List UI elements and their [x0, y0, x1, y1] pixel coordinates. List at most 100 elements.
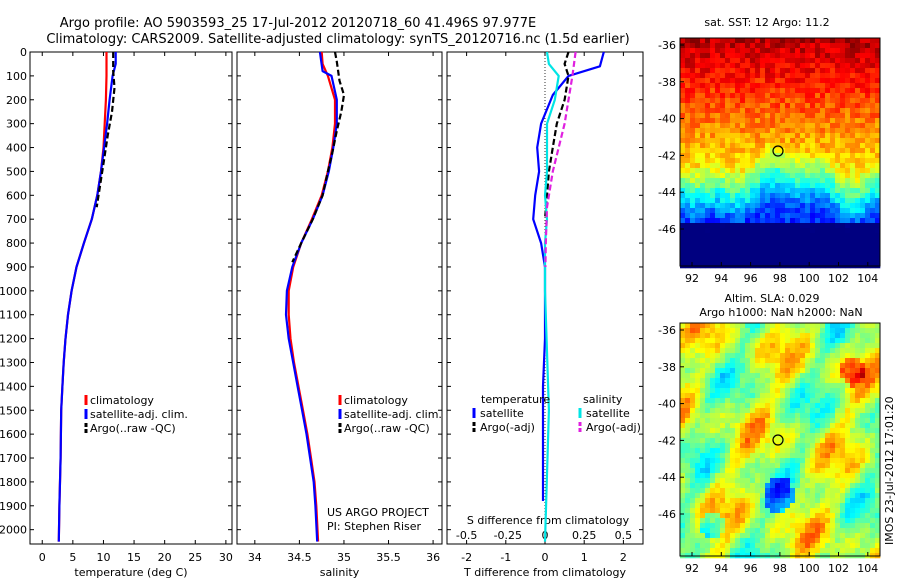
map-cell — [775, 258, 781, 264]
map-cell — [795, 403, 801, 409]
map-cell — [760, 238, 766, 244]
map-cell — [755, 183, 761, 189]
map-cell — [875, 463, 881, 469]
map-cell — [790, 118, 796, 124]
map-cell — [700, 178, 706, 184]
map-cell — [685, 348, 691, 354]
map-cell — [815, 458, 821, 464]
map-cell — [775, 463, 781, 469]
map-cell — [760, 48, 766, 54]
map-cell — [765, 528, 771, 534]
map-cell — [700, 513, 706, 519]
map-cell — [825, 213, 831, 219]
map-cell — [685, 388, 691, 394]
map-cell — [710, 223, 716, 229]
map-cell — [855, 133, 861, 139]
map-cell — [850, 433, 856, 439]
map-cell — [775, 518, 781, 524]
map-cell — [815, 468, 821, 474]
map-cell — [800, 383, 806, 389]
map-cell — [870, 188, 876, 194]
map-cell — [785, 333, 791, 339]
map-cell — [790, 43, 796, 49]
map-cell — [725, 153, 731, 159]
depth-tick-label: 1100 — [0, 309, 27, 322]
map-cell — [855, 358, 861, 364]
map-cell — [835, 538, 841, 544]
map-cell — [820, 548, 826, 554]
map-cell — [735, 123, 741, 129]
map-cell — [820, 88, 826, 94]
map-cell — [855, 203, 861, 209]
map-cell — [755, 418, 761, 424]
map-cell — [705, 48, 711, 54]
map-cell — [725, 488, 731, 494]
map-cell — [730, 153, 736, 159]
map-cell — [805, 448, 811, 454]
map-cell — [810, 123, 816, 129]
map-cell — [720, 413, 726, 419]
map-cell — [705, 253, 711, 259]
map-cell — [795, 118, 801, 124]
map-cell — [680, 158, 686, 164]
map-cell — [865, 93, 871, 99]
map-cell — [715, 208, 721, 214]
map-cell — [780, 168, 786, 174]
map-cell — [830, 53, 836, 59]
map-cell — [780, 378, 786, 384]
map-cell — [720, 358, 726, 364]
map-cell — [865, 333, 871, 339]
map-cell — [795, 238, 801, 244]
map-cell — [810, 83, 816, 89]
map-cell — [685, 188, 691, 194]
map-cell — [745, 93, 751, 99]
map-cell — [720, 383, 726, 389]
map-cell — [710, 238, 716, 244]
map-cell — [705, 158, 711, 164]
map-cell — [690, 358, 696, 364]
map-cell — [785, 443, 791, 449]
map-cell — [795, 178, 801, 184]
map-cell — [810, 323, 816, 329]
series-line — [544, 51, 577, 268]
map-cell — [815, 113, 821, 119]
map-cell — [745, 168, 751, 174]
map-cell — [870, 248, 876, 254]
map-cell — [725, 418, 731, 424]
map-cell — [750, 533, 756, 539]
map-cell — [685, 338, 691, 344]
map-cell — [735, 488, 741, 494]
map-cell — [830, 393, 836, 399]
map-cell — [795, 463, 801, 469]
map-cell — [730, 168, 736, 174]
map-cell — [790, 63, 796, 69]
map-cell — [790, 253, 796, 259]
map-cell — [745, 178, 751, 184]
map-cell — [795, 438, 801, 444]
map-cell — [820, 348, 826, 354]
map-cell — [755, 43, 761, 49]
map-cell — [785, 158, 791, 164]
map-cell — [800, 478, 806, 484]
map-cell — [825, 168, 831, 174]
map-cell — [725, 118, 731, 124]
map-cell — [700, 383, 706, 389]
map-cell — [765, 488, 771, 494]
map-cell — [700, 93, 706, 99]
map-cell — [695, 353, 701, 359]
map-cell — [870, 148, 876, 154]
map-cell — [745, 188, 751, 194]
map-cell — [715, 48, 721, 54]
map-cell — [680, 428, 686, 434]
map-cell — [795, 243, 801, 249]
sla-map-panel: 92 94 96 98 100 102 104-36-38-40-42-44-46Altim… — [658, 292, 881, 575]
map-cell — [730, 443, 736, 449]
map-cell — [850, 403, 856, 409]
map-cell — [820, 73, 826, 79]
map-cell — [875, 228, 881, 234]
map-cell — [800, 513, 806, 519]
map-cell — [780, 393, 786, 399]
map-cell — [780, 128, 786, 134]
map-cell — [855, 208, 861, 214]
map-cell — [795, 353, 801, 359]
